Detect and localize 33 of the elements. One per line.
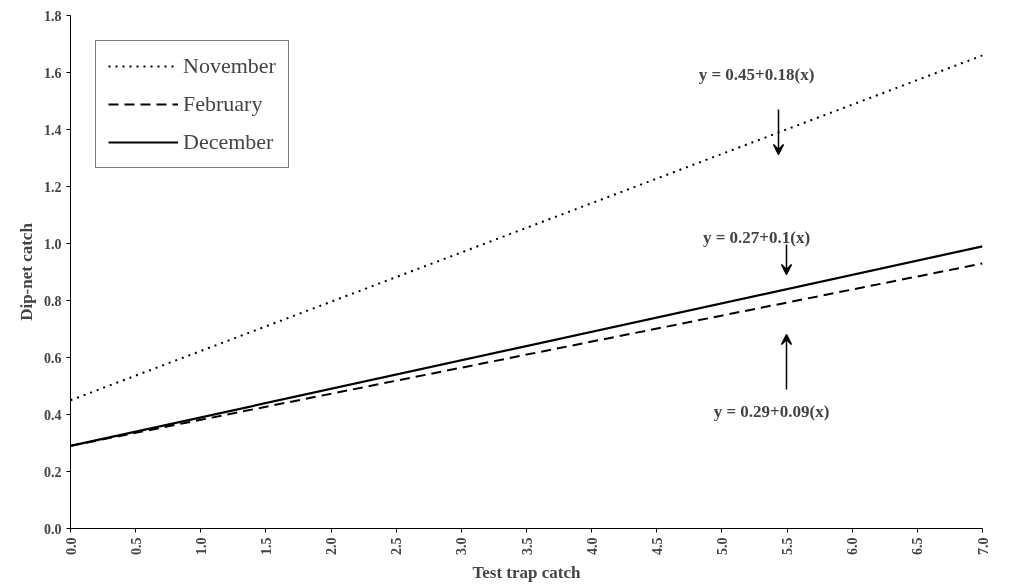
y-tick-label: 0.4 xyxy=(44,407,62,423)
annotation: y = 0.27+0.1(x) xyxy=(702,228,811,247)
x-tick-label: 7.0 xyxy=(975,537,991,555)
x-axis-title: Test trap catch xyxy=(472,563,582,582)
x-tick-label: 5.0 xyxy=(714,537,730,555)
annotation: y = 0.29+0.09(x) xyxy=(713,402,830,421)
y-tick-label: 1.0 xyxy=(44,236,62,252)
legend-label: November xyxy=(183,53,276,79)
x-tick-label: 3.0 xyxy=(454,537,470,555)
x-tick-label: 1.5 xyxy=(258,537,274,555)
legend-label: December xyxy=(183,129,274,155)
y-tick-label: 1.2 xyxy=(44,179,62,195)
legend-label: February xyxy=(183,91,263,117)
y-tick-label: 1.8 xyxy=(44,8,62,24)
x-tick-label: 4.5 xyxy=(649,537,665,555)
x-tick-label: 1.0 xyxy=(193,537,209,555)
x-tick-label: 4.0 xyxy=(584,537,600,555)
y-tick-label: 0.2 xyxy=(44,464,62,480)
y-tick-label: 0.8 xyxy=(44,293,62,309)
x-tick-label: 6.0 xyxy=(845,537,861,555)
y-tick-label: 1.6 xyxy=(44,65,62,81)
x-tick-label: 0.0 xyxy=(63,537,79,555)
x-tick-label: 6.5 xyxy=(910,537,926,555)
y-tick-label: 0.6 xyxy=(44,350,62,366)
y-axis-title: Dip-net catch xyxy=(17,222,36,321)
y-tick-label: 0.0 xyxy=(44,521,62,537)
annotation: y = 0.45+0.18(x) xyxy=(698,65,815,84)
x-tick-label: 2.5 xyxy=(389,537,405,555)
x-tick-label: 2.0 xyxy=(324,537,340,555)
x-tick-label: 5.5 xyxy=(780,537,796,555)
y-tick-label: 1.4 xyxy=(44,122,62,138)
x-tick-label: 3.5 xyxy=(519,537,535,555)
x-tick-label: 0.5 xyxy=(128,537,144,555)
